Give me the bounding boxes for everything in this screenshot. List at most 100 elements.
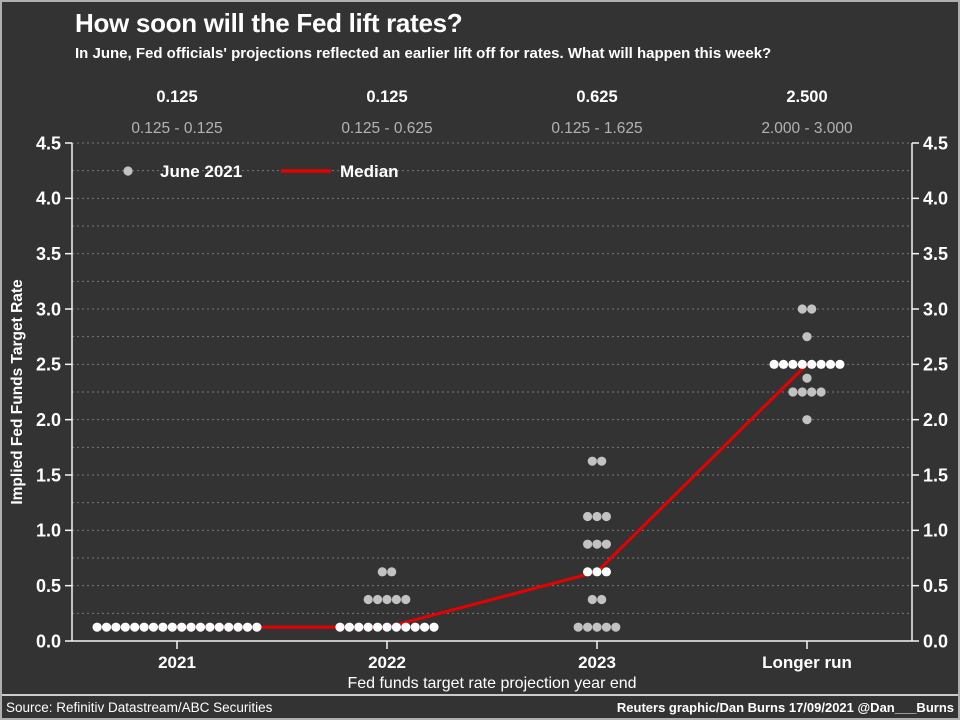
projection-dot <box>363 622 373 632</box>
median-annotation: 0.625 <box>576 88 617 106</box>
projection-dot <box>167 622 177 632</box>
projection-dot <box>401 622 411 632</box>
projection-dot <box>797 359 807 369</box>
projection-dot <box>130 622 140 632</box>
projection-dot <box>592 539 602 549</box>
projection-dot <box>573 622 583 632</box>
footer: Source: Refinitiv Datastream/ABC Securit… <box>2 694 958 718</box>
legend-label-median: Median <box>340 162 399 181</box>
page-title: How soon will the Fed lift rates? <box>75 8 463 38</box>
median-line <box>177 363 809 629</box>
projection-dot <box>797 387 807 397</box>
projection-dot <box>335 622 345 632</box>
projection-dot <box>148 622 159 632</box>
y-tick-label-left: 1.5 <box>36 465 61 485</box>
y-tick-label-left: 0.0 <box>36 631 61 651</box>
projection-dot <box>583 511 593 522</box>
legend-dot-marker <box>123 166 133 176</box>
y-tick-label-right: 4.0 <box>923 189 948 209</box>
projection-dot <box>601 567 612 577</box>
range-annotation: 0.125 - 1.625 <box>551 120 642 137</box>
projection-dot <box>214 622 224 632</box>
projection-dot <box>205 622 215 632</box>
y-tick-label-left: 1.0 <box>36 521 61 541</box>
projection-dot <box>597 456 607 466</box>
range-annotation: 2.000 - 3.000 <box>761 120 853 137</box>
x-tick-label: 2023 <box>578 653 616 672</box>
y-tick-label-right: 1.5 <box>923 465 948 485</box>
projection-dot <box>401 594 411 605</box>
projection-dot <box>344 622 354 632</box>
range-annotation: 0.125 - 0.125 <box>131 120 222 137</box>
projection-dot <box>597 594 607 605</box>
y-tick-label-left: 2.5 <box>36 355 61 375</box>
projection-dot <box>816 387 826 397</box>
projection-dot <box>583 567 593 577</box>
projection-dot <box>387 567 397 577</box>
projection-dot <box>583 539 593 549</box>
projection-dot <box>111 622 121 632</box>
y-tick-label-right: 0.0 <box>923 631 948 651</box>
projection-dot <box>802 332 812 342</box>
y-tick-label-left: 3.0 <box>36 299 61 319</box>
legend-label-dots: June 2021 <box>160 162 242 181</box>
projection-dot <box>158 622 168 632</box>
projection-dot <box>802 415 812 425</box>
y-tick-label-right: 2.0 <box>923 410 948 430</box>
projection-dot <box>769 359 779 369</box>
projection-dot <box>92 622 102 632</box>
projection-dot <box>195 622 206 632</box>
projection-dot <box>373 594 383 605</box>
projection-dot <box>373 622 383 632</box>
x-tick-label: Longer run <box>762 653 852 672</box>
y-axis-title: Implied Fed Funds Target Rate <box>9 279 26 505</box>
projection-dot <box>807 387 817 397</box>
projection-dot <box>120 622 130 632</box>
y-tick-label-left: 0.5 <box>36 576 61 596</box>
projection-dot <box>420 622 430 632</box>
projection-dot <box>233 622 243 632</box>
projection-dot <box>363 594 373 605</box>
projection-dot <box>101 622 112 632</box>
y-tick-label-left: 4.0 <box>36 189 61 209</box>
projection-dot <box>382 594 392 605</box>
projection-dot <box>224 622 234 632</box>
projection-dot <box>797 304 807 314</box>
projection-dot <box>778 359 789 369</box>
range-annotation: 0.125 - 0.625 <box>341 120 432 137</box>
projection-dot <box>587 594 597 605</box>
y-tick-label-right: 0.5 <box>923 576 948 596</box>
source-attribution: Source: Refinitiv Datastream/ABC Securit… <box>6 699 273 715</box>
y-tick-label-right: 4.5 <box>923 133 948 153</box>
projection-dot <box>601 539 612 549</box>
projection-dot <box>601 622 612 632</box>
x-axis-title: Fed funds target rate projection year en… <box>347 675 636 692</box>
projection-dot <box>601 511 612 522</box>
projection-dot <box>807 304 817 314</box>
projection-dot <box>391 622 401 632</box>
chart-subtitle: In June, Fed officials' projections refl… <box>75 45 772 62</box>
projection-dot <box>377 567 387 577</box>
projection-dot <box>354 622 364 632</box>
graphic-credit: Reuters graphic/Dan Burns 17/09/2021 @Da… <box>616 699 954 715</box>
median-annotation: 2.500 <box>786 88 827 106</box>
projection-dot <box>592 622 602 632</box>
y-tick-label-left: 3.5 <box>36 244 61 264</box>
y-tick-label-right: 3.0 <box>923 299 948 319</box>
projection-dot <box>816 359 826 369</box>
projection-dot <box>802 373 812 383</box>
projection-dot <box>587 456 597 466</box>
y-tick-label-right: 1.0 <box>923 521 948 541</box>
projection-dot <box>788 359 798 369</box>
projection-dot <box>429 622 439 632</box>
projection-dot <box>807 359 817 369</box>
y-tick-label-right: 2.5 <box>923 355 948 375</box>
projection-dot <box>252 622 262 632</box>
projection-dot <box>825 359 836 369</box>
projection-dot <box>382 622 392 632</box>
projection-dot <box>835 359 845 369</box>
median-annotation: 0.125 <box>366 88 407 106</box>
y-tick-label-left: 4.5 <box>36 133 61 153</box>
projection-dot <box>242 622 253 632</box>
